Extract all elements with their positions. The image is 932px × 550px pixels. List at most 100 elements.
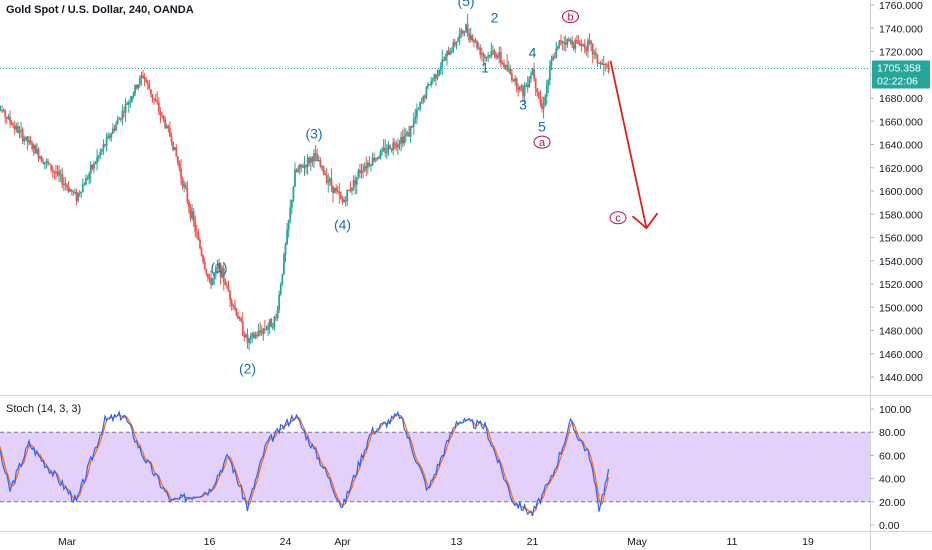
candle-body bbox=[458, 33, 461, 39]
candle-body bbox=[20, 129, 22, 131]
candle-body bbox=[246, 334, 249, 343]
candle-body bbox=[341, 198, 344, 203]
candle-body bbox=[376, 158, 379, 160]
candle-body bbox=[181, 177, 184, 187]
candle-body bbox=[461, 30, 464, 34]
candle-body bbox=[387, 145, 390, 152]
candle-body bbox=[238, 318, 241, 320]
candle-body bbox=[574, 40, 577, 49]
candle-body bbox=[523, 87, 526, 97]
candle-body bbox=[207, 273, 209, 278]
candle-body bbox=[504, 65, 507, 68]
candle-body bbox=[495, 54, 497, 58]
candle-body bbox=[1, 109, 3, 112]
candle-body bbox=[533, 69, 535, 79]
candle-body bbox=[549, 66, 551, 80]
candle-body bbox=[259, 330, 262, 332]
candle-body bbox=[480, 53, 483, 55]
price-tick-label: 1640.000 bbox=[879, 140, 923, 152]
candle-body bbox=[256, 334, 258, 336]
candle-body bbox=[119, 118, 122, 120]
candle-body bbox=[414, 116, 417, 120]
candle-body bbox=[392, 142, 395, 151]
candle-body bbox=[466, 24, 469, 33]
candle-body bbox=[327, 181, 330, 183]
candle-body bbox=[94, 163, 97, 165]
candle-body bbox=[88, 173, 91, 179]
candle-body bbox=[281, 274, 284, 285]
candle-body bbox=[7, 116, 10, 119]
candle-body bbox=[191, 211, 193, 219]
candle-body bbox=[354, 180, 357, 185]
candle-body bbox=[316, 153, 319, 162]
candle-body bbox=[28, 140, 30, 143]
candle-body bbox=[473, 40, 475, 42]
candle-body bbox=[325, 174, 328, 183]
candle-body bbox=[180, 168, 182, 178]
candle-body bbox=[357, 170, 360, 177]
candle-body bbox=[471, 35, 474, 41]
price-tick-label: 1720.000 bbox=[879, 47, 923, 59]
candle-body bbox=[55, 172, 57, 174]
candle-body bbox=[298, 164, 301, 170]
candle-body bbox=[10, 122, 13, 125]
candle-body bbox=[501, 62, 504, 64]
candle-body bbox=[211, 278, 214, 285]
price-tick-label: 1660.000 bbox=[879, 116, 923, 128]
candle-body bbox=[172, 141, 174, 151]
candle-body bbox=[474, 40, 477, 42]
candle-body bbox=[606, 64, 608, 66]
candles bbox=[0, 14, 870, 350]
time-tick-label: Apr bbox=[334, 536, 351, 548]
candle-body bbox=[300, 164, 303, 167]
candle-body bbox=[507, 68, 510, 71]
candle-body bbox=[145, 79, 148, 82]
candle-body bbox=[487, 55, 490, 58]
candle-body bbox=[99, 151, 102, 156]
candle-body bbox=[457, 38, 459, 42]
candle-body bbox=[146, 81, 149, 84]
candle-body bbox=[465, 24, 467, 33]
candle-body bbox=[587, 40, 589, 52]
candle-body bbox=[36, 149, 38, 154]
candle-body bbox=[544, 96, 547, 107]
candle-body bbox=[571, 40, 573, 45]
candle-body bbox=[572, 44, 575, 49]
candle-body bbox=[317, 160, 320, 162]
candle-body bbox=[378, 156, 380, 160]
candle-body bbox=[579, 43, 581, 47]
wave-label: 4 bbox=[529, 44, 537, 60]
price-tag-box bbox=[872, 60, 930, 89]
candle-body bbox=[45, 160, 48, 163]
candle-body bbox=[477, 47, 480, 49]
candle-body bbox=[412, 119, 415, 127]
candle-body bbox=[232, 305, 235, 307]
candle-body bbox=[309, 157, 312, 163]
wave-label: (5) bbox=[457, 0, 474, 9]
candle-body bbox=[53, 171, 56, 173]
candle-body bbox=[338, 191, 341, 195]
candle-body bbox=[13, 125, 16, 130]
candle-body bbox=[324, 173, 326, 175]
wave-label: (1) bbox=[210, 259, 227, 275]
candle-body bbox=[498, 52, 501, 57]
candle-body bbox=[577, 41, 580, 44]
candle-body bbox=[202, 255, 205, 262]
candle-body bbox=[264, 328, 266, 330]
candle-body bbox=[552, 56, 554, 61]
candle-body bbox=[169, 128, 171, 137]
candle-body bbox=[199, 240, 201, 249]
wave-circle bbox=[533, 135, 551, 149]
candle-body bbox=[267, 326, 269, 330]
candle-body bbox=[105, 138, 108, 146]
candle-body bbox=[91, 164, 94, 169]
candle-body bbox=[162, 115, 165, 120]
price-tag-countdown: 02:22:06 bbox=[877, 76, 918, 88]
candle-body bbox=[313, 153, 315, 162]
wave-label: c bbox=[615, 213, 621, 225]
candle-body bbox=[157, 102, 160, 112]
price-tick-label: 1540.000 bbox=[879, 256, 923, 268]
candle-body bbox=[273, 316, 276, 328]
candle-body bbox=[12, 124, 15, 126]
